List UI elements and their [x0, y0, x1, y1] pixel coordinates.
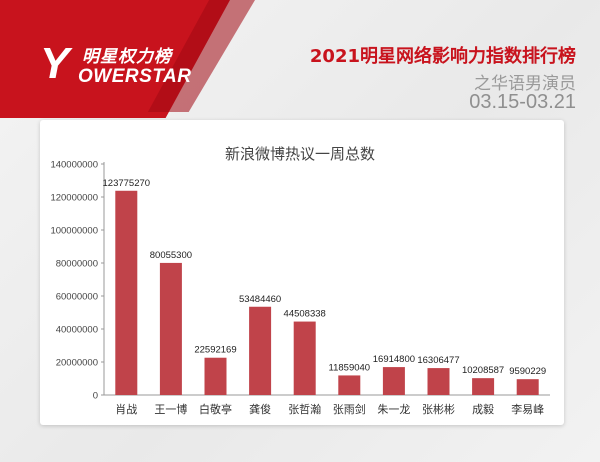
data-label: 9590229: [509, 366, 546, 377]
bar: [472, 378, 495, 395]
y-tick-label: 40000000: [56, 325, 98, 336]
x-tick-label: 朱一龙: [377, 403, 410, 416]
bar: [516, 379, 539, 395]
logo-mark: Y: [40, 39, 70, 88]
bar: [115, 190, 138, 395]
page-title: 2021明星网络影响力指数排行榜: [309, 46, 576, 67]
y-tick-label: 80000000: [56, 259, 98, 270]
y-tick-label: 100000000: [50, 226, 98, 237]
y-tick-label: 20000000: [56, 358, 98, 369]
logo-chinese-text: 明星权力榜: [82, 47, 172, 67]
bar: [159, 262, 182, 395]
date-range: 03.15-03.21: [469, 91, 576, 113]
data-label: 44508338: [284, 309, 326, 320]
x-tick-label: 肖战: [115, 402, 137, 416]
bar: [204, 357, 227, 395]
data-label: 123775270: [103, 178, 151, 189]
x-tick-label: 王一博: [154, 403, 187, 416]
bar: [382, 367, 405, 395]
data-label: 53484460: [239, 294, 281, 305]
page-subtitle: 之华语男演员: [474, 74, 576, 94]
chart-title: 新浪微博热议一周总数: [224, 145, 375, 163]
x-tick-label: 李易峰: [511, 402, 544, 416]
bar: [338, 375, 361, 395]
data-label: 11859040: [329, 362, 371, 373]
y-tick-label: 0: [93, 391, 98, 402]
x-tick-label: 张雨剑: [333, 402, 366, 416]
x-tick-label: 成毅: [472, 402, 494, 416]
x-tick-label: 张彬彬: [422, 403, 455, 416]
bar: [427, 368, 450, 395]
bar: [293, 321, 316, 395]
bar: [249, 306, 272, 395]
x-tick-label: 白敬亭: [199, 402, 232, 416]
y-tick-label: 120000000: [50, 193, 98, 204]
x-tick-label: 张哲瀚: [288, 402, 321, 416]
data-label: 16914800: [373, 354, 415, 365]
data-label: 10208587: [462, 365, 504, 376]
x-tick-label: 龚俊: [249, 402, 271, 416]
y-tick-label: 140000000: [50, 160, 98, 171]
y-tick-label: 60000000: [56, 292, 98, 303]
data-label: 16306477: [417, 355, 459, 366]
data-label: 80055300: [150, 250, 192, 261]
data-label: 22592169: [194, 345, 236, 356]
logo-english-text: OWERSTAR: [78, 66, 192, 87]
